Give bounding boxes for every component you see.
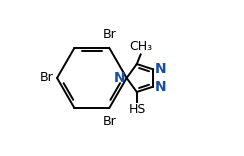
Text: Br: Br	[40, 71, 54, 85]
Text: HS: HS	[129, 103, 146, 116]
Text: Br: Br	[103, 115, 117, 128]
Text: Br: Br	[103, 28, 117, 41]
Text: N: N	[155, 62, 167, 76]
Text: N: N	[114, 71, 126, 85]
Text: N: N	[155, 80, 167, 94]
Text: CH₃: CH₃	[129, 40, 152, 53]
